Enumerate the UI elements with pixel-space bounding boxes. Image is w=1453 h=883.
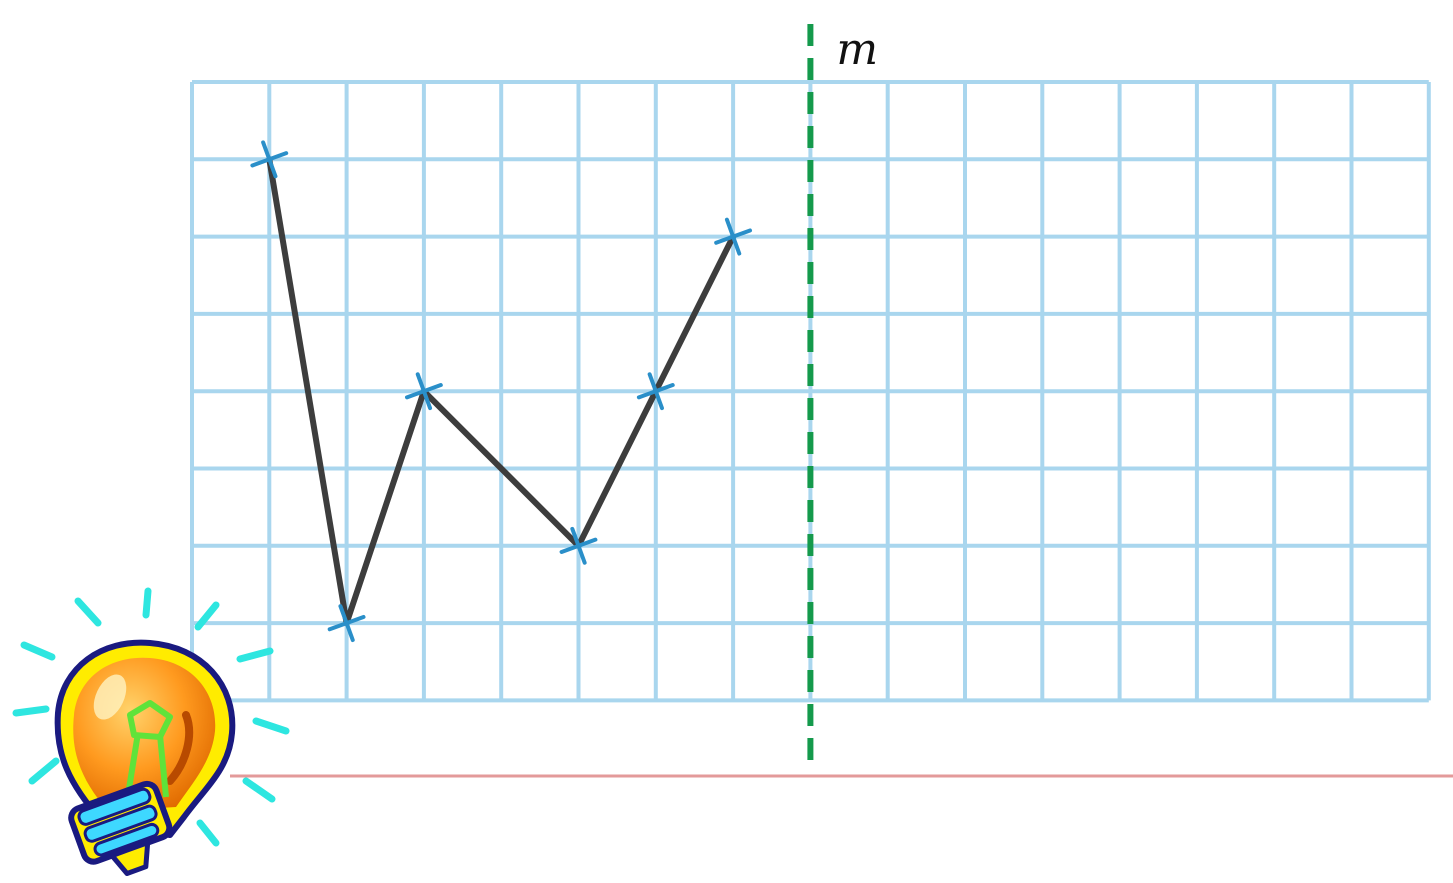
cross-mark xyxy=(327,604,366,643)
cross-mark xyxy=(559,526,598,565)
cross-mark xyxy=(714,217,753,256)
cross-mark xyxy=(250,140,289,179)
polyline-shape xyxy=(250,140,753,643)
lightbulb-icon xyxy=(12,587,290,877)
cross-mark xyxy=(404,372,443,411)
polyline-path xyxy=(266,156,737,627)
mirror-line-label: m xyxy=(836,24,878,75)
cross-mark xyxy=(636,372,675,411)
